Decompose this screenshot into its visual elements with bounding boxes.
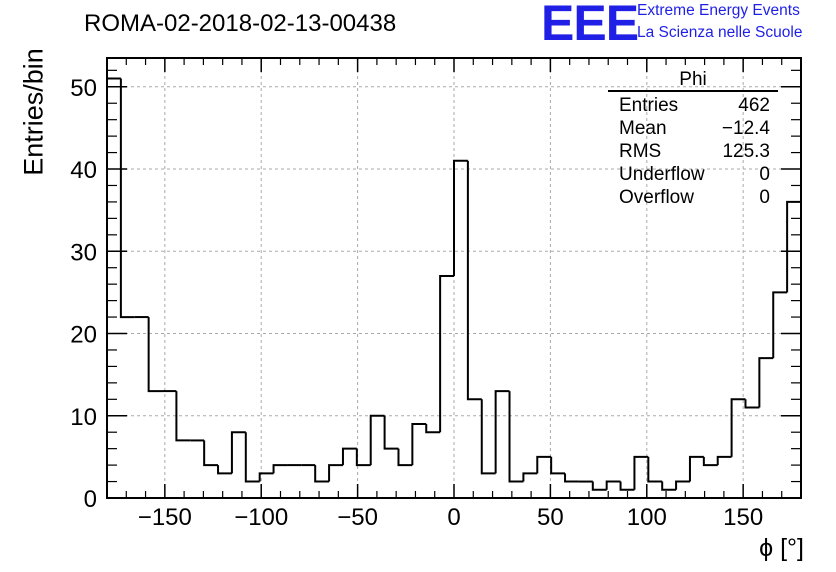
stats-row-rms: RMS 125.3: [608, 140, 778, 163]
stats-label: Underflow: [619, 164, 705, 185]
histogram-bin: [772, 291, 788, 359]
y-axis-label: Entries/bin: [18, 48, 49, 176]
x-tick-label: 0: [447, 504, 460, 531]
x-tick-label: −150: [138, 504, 192, 531]
x-tick-label: 150: [723, 504, 763, 531]
stats-label: Mean: [619, 118, 667, 139]
histogram-bin: [244, 432, 260, 483]
histogram-bin: [591, 481, 607, 491]
histogram-bin: [536, 455, 552, 474]
histogram-bin: [119, 78, 135, 319]
x-tick-label: 100: [627, 504, 667, 531]
stats-row-underflow: Underflow 0: [608, 163, 778, 186]
y-tick-label: 30: [70, 239, 97, 266]
histogram-bin: [494, 390, 510, 474]
stats-row-entries: Entries 462: [608, 94, 778, 117]
histogram-bin: [106, 77, 121, 498]
y-tick-label: 50: [70, 75, 97, 102]
histogram-bin: [633, 455, 649, 490]
histogram-bin: [744, 399, 760, 409]
x-axis-label: ϕ [°]: [759, 534, 804, 562]
stats-value: 0: [759, 164, 770, 185]
y-tick-label: 10: [70, 404, 97, 431]
histogram-bin: [258, 472, 274, 482]
stats-row-mean: Mean −12.4: [608, 117, 778, 140]
histogram-bin: [564, 473, 579, 483]
stats-label: Entries: [619, 95, 679, 116]
x-tick-label: −50: [337, 504, 378, 531]
y-tick-label: 40: [70, 157, 97, 184]
histogram-bin: [522, 472, 538, 482]
histogram-bin: [397, 448, 413, 467]
y-tick-label: 0: [84, 486, 97, 513]
stats-row-overflow: Overflow 0: [608, 186, 778, 209]
histogram-bin: [480, 399, 496, 475]
histogram-bin: [550, 456, 566, 475]
stats-label: RMS: [619, 141, 662, 162]
axis-ticks: [107, 58, 802, 499]
logo-text-line2: La Scienza nelle Scuole: [637, 24, 803, 41]
grid-lines: [107, 58, 801, 498]
tick-labels: −150 −100 −50 0 50 100 150 0 10 20 30 40 50: [70, 75, 763, 531]
histogram-bin: [453, 159, 468, 276]
x-tick-label: −100: [234, 504, 288, 531]
histogram-bin: [439, 274, 454, 433]
histogram-bin: [314, 465, 330, 483]
stats-value: 125.3: [722, 141, 770, 162]
stats-box: Phi Entries 462 Mean −12.4 RMS 125.3 Und…: [608, 70, 778, 209]
plot-frame: [106, 57, 802, 499]
histogram-bin: [230, 431, 246, 474]
stats-divider: [608, 90, 778, 92]
histogram-bin: [425, 423, 441, 434]
eee-logo: EEE: [541, 0, 639, 51]
histogram-bin: [605, 480, 621, 490]
histogram-bin: [369, 414, 385, 466]
histogram-bin: [466, 160, 482, 401]
stats-label: Overflow: [619, 187, 694, 208]
histogram-bin: [411, 422, 427, 466]
histogram-bin: [175, 391, 191, 442]
histogram-bin: [675, 480, 690, 490]
histogram-bin: [661, 481, 677, 491]
histogram-bin: [730, 398, 746, 457]
histogram-bin: [341, 447, 357, 466]
histogram-bin: [328, 464, 343, 482]
histogram-bin: [217, 465, 232, 475]
histogram-bin: [272, 464, 288, 474]
histogram-bin: [508, 391, 524, 483]
histogram-bin: [716, 455, 732, 466]
chart-title: ROMA-02-2018-02-13-00438: [84, 10, 397, 37]
histogram-bin: [147, 317, 163, 393]
stats-title: Phi: [679, 69, 707, 90]
stats-value: −12.4: [721, 118, 770, 139]
histogram-bin: [688, 455, 704, 482]
histogram-bin: [383, 415, 399, 450]
histogram-bin: [619, 481, 635, 491]
stats-value: 462: [738, 95, 770, 116]
y-tick-label: 20: [70, 322, 97, 349]
histogram-bin: [702, 456, 718, 467]
logo-text-line1: Extreme Energy Events: [637, 2, 800, 19]
x-tick-label: 50: [537, 504, 564, 531]
histogram-bin: [355, 448, 371, 467]
histogram-bin: [203, 440, 219, 467]
histogram-bin: [647, 456, 663, 483]
stats-value: 0: [759, 187, 770, 208]
histogram-bin: [758, 357, 774, 408]
